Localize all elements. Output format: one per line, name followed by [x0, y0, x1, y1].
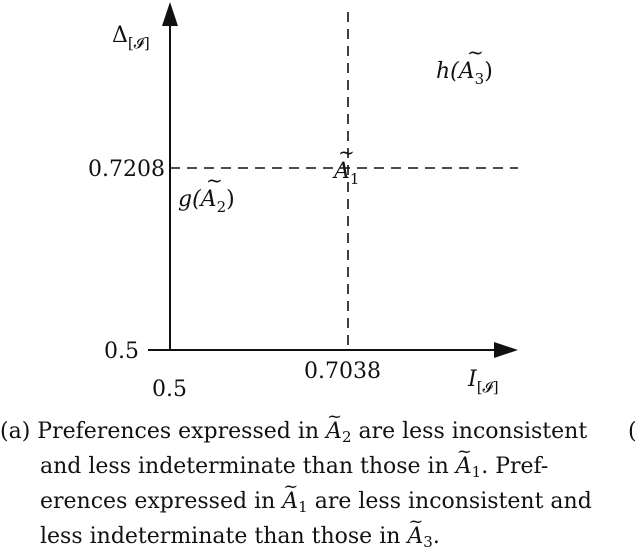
caption-next-panel-paren: (: [628, 419, 637, 444]
x-axis-label: I[𝓘]: [467, 367, 499, 396]
point-a1-label: A1: [332, 159, 359, 188]
x-tick-origin: 0.5: [152, 377, 187, 400]
point-a3-tilde: ~: [467, 40, 484, 64]
x-axis-arrowhead: [494, 342, 518, 358]
point-a2-tilde: ~: [206, 168, 223, 192]
preference-diagram: Δ[𝓘] I[𝓘] 0.7208 0.5 0.5 0.7038 A1 ~ g(A…: [88, 2, 518, 400]
caption-line-4: less indeterminate than those in A3.: [40, 504, 440, 554]
caption-line-1: (a) Preferences expressed in A2 are less…: [0, 399, 587, 449]
caption-line-3: erences expressed in A1 are less inconsi…: [40, 469, 592, 519]
point-a3-label: h(A3): [436, 59, 493, 88]
math-a2: A: [326, 399, 342, 449]
point-a1-tilde: ~: [338, 140, 355, 164]
caption-text: Preferences expressed in: [37, 419, 327, 444]
math-a3: A: [407, 504, 423, 554]
math-a1: A: [282, 469, 298, 519]
caption-tag: (a): [0, 419, 31, 444]
y-tick-0.7208: 0.7208: [88, 157, 165, 182]
y-tick-origin: 0.5: [104, 339, 139, 364]
point-a2-label: g(A2): [178, 187, 235, 216]
y-axis-arrowhead: [162, 2, 178, 26]
math-a1: A: [456, 434, 472, 484]
x-tick-0.7038: 0.7038: [304, 359, 381, 384]
y-axis-label: Δ[𝓘]: [112, 23, 150, 52]
caption-line-2: and less indeterminate than those in A1.…: [40, 434, 548, 484]
